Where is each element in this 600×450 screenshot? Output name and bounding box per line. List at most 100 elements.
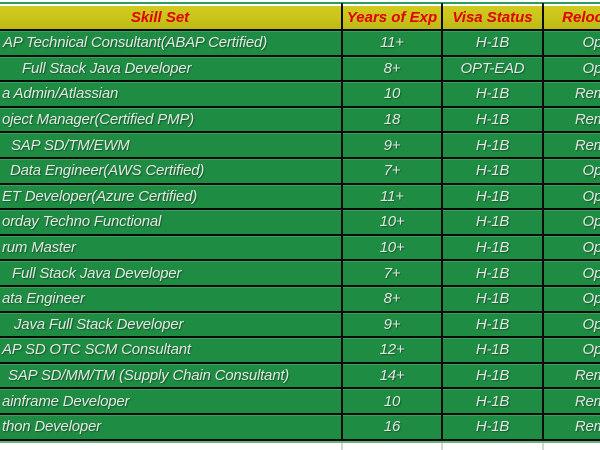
years-cell[interactable]: 10+ <box>343 210 443 236</box>
skill-cell[interactable]: a Admin/Atlassian <box>0 82 343 108</box>
header-row: Skill Set Years of Exp Visa Status Reloc… <box>0 6 600 31</box>
relocation-cell[interactable]: Open <box>544 312 600 339</box>
table-row: orday Techno Functional 10+ H-1B Open <box>0 210 600 236</box>
skill-cell[interactable]: ainframe Developer <box>0 389 343 415</box>
visa-cell[interactable]: H-1B <box>443 210 544 236</box>
years-cell[interactable]: 10 <box>343 82 443 108</box>
visa-cell[interactable]: H-1B <box>443 107 544 134</box>
visa-cell[interactable]: H-1B <box>443 286 544 313</box>
relocation-cell[interactable]: Open <box>544 184 600 211</box>
relocation-cell[interactable]: Remote <box>544 414 600 441</box>
skill-text: orday Techno Functional <box>2 213 162 231</box>
relocation-cell[interactable]: Remote <box>544 82 600 108</box>
years-cell[interactable]: 9+ <box>343 133 443 159</box>
table-row: SAP SD/TM/EWM 9+ H-1B Remote <box>0 133 600 159</box>
skill-cell[interactable]: Full Stack Java Developer <box>0 56 343 83</box>
visa-cell[interactable]: H-1B <box>443 363 544 390</box>
skill-cell[interactable]: oject Manager(Certified PMP) <box>0 107 343 134</box>
visa-cell[interactable]: H-1B <box>443 338 544 364</box>
table-row: ata Engineer 8+ H-1B Open <box>0 286 600 313</box>
skill-cell[interactable]: rum Master <box>0 235 343 262</box>
years-cell[interactable]: 16 <box>343 414 443 441</box>
table-row: AP Technical Consultant(ABAP Certified) … <box>0 31 600 57</box>
visa-cell[interactable]: H-1B <box>443 414 544 441</box>
table-row: SAP SD/MM/TM (Supply Chain Consultant) 1… <box>0 363 600 390</box>
skill-cell[interactable]: thon Developer <box>0 414 343 441</box>
visa-cell[interactable]: OPT-EAD <box>443 56 544 83</box>
column-border-nub <box>341 3 343 6</box>
table-row: rum Master 10+ H-1B Open <box>0 235 600 262</box>
skill-text: AP SD OTC SCM Consultant <box>2 341 191 359</box>
visa-cell[interactable]: H-1B <box>443 31 544 57</box>
years-cell[interactable]: 18 <box>343 107 443 134</box>
relocation-cell[interactable]: Open <box>544 261 600 287</box>
skill-text: Java Full Stack Developer <box>14 315 184 333</box>
skill-text: ainframe Developer <box>2 392 130 410</box>
column-gridline-nub <box>341 443 343 450</box>
visa-cell[interactable]: H-1B <box>443 82 544 108</box>
table-row: thon Developer 16 H-1B Remote <box>0 414 600 441</box>
years-cell[interactable]: 10 <box>343 389 443 415</box>
visa-cell[interactable]: H-1B <box>443 389 544 415</box>
years-cell[interactable]: 7+ <box>343 158 443 185</box>
visa-cell[interactable]: H-1B <box>443 184 544 211</box>
skill-text: rum Master <box>2 239 76 257</box>
relocation-cell[interactable]: Remote <box>544 389 600 415</box>
bottom-rule <box>0 441 600 443</box>
relocation-cell[interactable]: Open <box>544 338 600 364</box>
years-cell[interactable]: 8+ <box>343 286 443 313</box>
table-row: ainframe Developer 10 H-1B Remote <box>0 389 600 415</box>
visa-cell[interactable]: H-1B <box>443 133 544 159</box>
skill-text: SAP SD/MM/TM (Supply Chain Consultant) <box>8 367 290 385</box>
visa-cell[interactable]: H-1B <box>443 235 544 262</box>
skill-cell[interactable]: AP SD OTC SCM Consultant <box>0 338 343 364</box>
header-relocation[interactable]: Relocation <box>544 6 600 31</box>
skill-cell[interactable]: Data Engineer(AWS Certified) <box>0 158 343 185</box>
years-cell[interactable]: 8+ <box>343 56 443 83</box>
visa-cell[interactable]: H-1B <box>443 312 544 339</box>
header-skill-set[interactable]: Skill Set <box>0 6 343 31</box>
visa-cell[interactable]: H-1B <box>443 158 544 185</box>
skill-text: SAP SD/TM/EWM <box>11 136 130 154</box>
relocation-cell[interactable]: Open <box>544 210 600 236</box>
skill-text: oject Manager(Certified PMP) <box>2 111 194 129</box>
years-cell[interactable]: 14+ <box>343 363 443 390</box>
years-cell[interactable]: 10+ <box>343 235 443 262</box>
column-border-nub <box>441 3 443 6</box>
column-gridline-nub <box>542 443 544 450</box>
relocation-cell[interactable]: Remote <box>544 363 600 390</box>
skill-text: a Admin/Atlassian <box>2 85 119 103</box>
relocation-cell[interactable]: Remote <box>544 133 600 159</box>
skill-cell[interactable]: Java Full Stack Developer <box>0 312 343 339</box>
table-body: AP Technical Consultant(ABAP Certified) … <box>0 31 600 441</box>
skill-cell[interactable]: ET Developer(Azure Certified) <box>0 184 343 211</box>
header-years-of-exp[interactable]: Years of Exp <box>343 6 443 31</box>
skill-text: Full Stack Java Developer <box>22 59 192 77</box>
years-cell[interactable]: 11+ <box>343 184 443 211</box>
relocation-cell[interactable]: Open <box>544 158 600 185</box>
relocation-cell[interactable]: Remote <box>544 107 600 134</box>
relocation-cell[interactable]: Open <box>544 31 600 57</box>
skill-cell[interactable]: Full Stack Java Developer <box>0 261 343 287</box>
skill-text: thon Developer <box>2 418 101 436</box>
years-cell[interactable]: 9+ <box>343 312 443 339</box>
skill-cell[interactable]: ata Engineer <box>0 286 343 313</box>
visa-cell[interactable]: H-1B <box>443 261 544 287</box>
header-visa-status[interactable]: Visa Status <box>443 6 544 31</box>
relocation-cell[interactable]: Open <box>544 235 600 262</box>
spreadsheet-table: Skill Set Years of Exp Visa Status Reloc… <box>0 6 600 441</box>
relocation-cell[interactable]: Open <box>544 286 600 313</box>
table-row: a Admin/Atlassian 10 H-1B Remote <box>0 82 600 108</box>
relocation-cell[interactable]: Open <box>544 56 600 83</box>
skill-cell[interactable]: SAP SD/MM/TM (Supply Chain Consultant) <box>0 363 343 390</box>
years-cell[interactable]: 11+ <box>343 31 443 57</box>
skill-cell[interactable]: orday Techno Functional <box>0 210 343 236</box>
years-cell[interactable]: 12+ <box>343 338 443 364</box>
years-cell[interactable]: 7+ <box>343 261 443 287</box>
skill-cell[interactable]: AP Technical Consultant(ABAP Certified) <box>0 31 343 57</box>
table-row: Full Stack Java Developer 8+ OPT-EAD Ope… <box>0 56 600 83</box>
skill-cell[interactable]: SAP SD/TM/EWM <box>0 133 343 159</box>
skill-text: ET Developer(Azure Certified) <box>2 187 198 205</box>
column-gridline-nub <box>441 443 443 450</box>
table-row: AP SD OTC SCM Consultant 12+ H-1B Open <box>0 338 600 364</box>
